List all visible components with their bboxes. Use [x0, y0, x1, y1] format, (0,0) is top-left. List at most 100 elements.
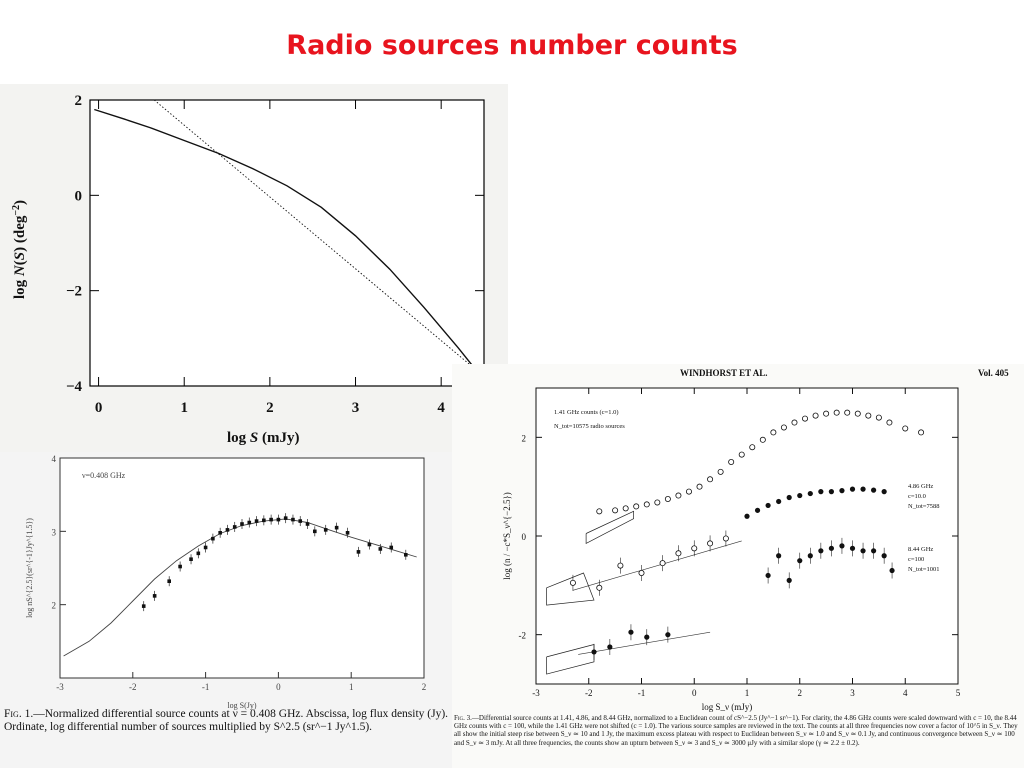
- y-tick-label: 3: [52, 527, 57, 537]
- data-point: [232, 525, 237, 529]
- x-tick-label: 1: [745, 688, 750, 698]
- data-point: [691, 545, 698, 552]
- x-tick-label: -3: [56, 682, 64, 692]
- data-point: [612, 507, 619, 514]
- data-point: [654, 499, 661, 506]
- x-tick-label: 2: [266, 400, 274, 416]
- chart-408mhz: -3 -2 -1 0 1 2 4 3 2 ν=0.408 GHz log S(Jy) log nS^{…: [0, 452, 452, 768]
- data-point: [262, 518, 266, 523]
- data-point: [389, 545, 394, 550]
- model-wedge: [546, 572, 595, 606]
- x-tick-label: 1: [180, 400, 188, 416]
- data-point: [404, 553, 408, 557]
- data-point: [659, 560, 666, 567]
- data-point: [744, 513, 750, 519]
- fig1-label: Fig. 1.: [4, 708, 34, 720]
- fig3-text: —Differential source counts at 1.41, 4.8…: [454, 714, 1018, 747]
- y-axis-label: log nS^{2.5}(sr^{-1}Jy^{1.5}): [25, 518, 34, 618]
- data-point: [849, 545, 856, 551]
- x-tick-label: 0: [276, 682, 281, 692]
- data-point: [776, 553, 782, 559]
- data-point: [617, 562, 624, 569]
- data-point: [167, 579, 171, 583]
- x-tick-label: -1: [202, 682, 210, 692]
- data-point: [889, 567, 895, 574]
- y-tick-label: 2: [75, 93, 83, 109]
- data-point: [871, 548, 877, 554]
- data-point: [802, 415, 809, 422]
- x-tick-label: 3: [352, 400, 360, 416]
- x-axis-label-part: log: [227, 430, 250, 446]
- y-tick-label: 2: [522, 433, 527, 443]
- data-point: [696, 483, 703, 490]
- data-point: [254, 519, 259, 523]
- data-point: [269, 517, 273, 522]
- chart-c-svg: WINDHORST ET AL. Vol. 405 -3 -2 -1 0 1 2 3 4 5 2 0 -2…: [502, 368, 1009, 712]
- data-point: [881, 553, 887, 559]
- x-tick-label: 2: [798, 688, 803, 698]
- data-point: [305, 522, 310, 526]
- y-tick-label: 2: [52, 601, 57, 611]
- data-point: [283, 516, 288, 520]
- data-point: [675, 492, 682, 499]
- data-point: [218, 531, 222, 535]
- y-tick-label: 0: [75, 188, 83, 204]
- data-point: [596, 584, 603, 591]
- data-point: [839, 488, 845, 494]
- data-point: [754, 507, 761, 513]
- data-point: [918, 429, 925, 436]
- data-point: [189, 557, 193, 561]
- data-point: [770, 429, 777, 436]
- y-tick-label: -2: [519, 631, 527, 641]
- legend-844-line: N_tot=1001: [908, 566, 939, 573]
- data-point: [675, 550, 682, 557]
- legend-486-line: c=10.0: [908, 493, 926, 500]
- data-point: [823, 410, 830, 417]
- y-axis-label-part: ): [12, 200, 28, 205]
- data-point: [765, 502, 771, 509]
- data-point: [291, 517, 295, 522]
- data-point: [607, 644, 613, 650]
- data-point: [886, 419, 893, 426]
- x-tick-label: -2: [129, 682, 137, 692]
- data-point: [665, 632, 671, 638]
- data-point: [717, 468, 724, 475]
- fit-line: [578, 631, 711, 655]
- data-point: [664, 495, 671, 502]
- data-point: [596, 508, 603, 515]
- x-tick-label: -3: [532, 688, 540, 698]
- x-axis-label: log S (mJy): [227, 430, 300, 446]
- data-point: [345, 531, 350, 535]
- x-tick-label: 1: [349, 682, 354, 692]
- x-axis-label: log S(Jy): [227, 701, 256, 710]
- chart-b-svg: -3 -2 -1 0 1 2 4 3 2 ν=0.408 GHz log S(Jy) log nS^{…: [25, 454, 427, 710]
- y-tick-label: 4: [52, 454, 57, 464]
- x-tick-label: 0: [692, 688, 697, 698]
- data-point: [759, 436, 766, 443]
- x-tick-label: 5: [956, 688, 961, 698]
- data-point: [749, 444, 756, 451]
- data-point: [776, 498, 782, 505]
- data-point: [871, 487, 877, 493]
- x-tick-label: 4: [437, 400, 445, 416]
- data-point: [786, 494, 792, 501]
- data-point: [628, 629, 634, 635]
- data-point: [833, 409, 840, 416]
- slide-title: Radio sources number counts: [286, 30, 738, 61]
- data-point: [780, 424, 787, 431]
- legend-486-line: N_tot=7588: [908, 503, 939, 510]
- data-point: [685, 488, 692, 495]
- data-point: [276, 517, 281, 522]
- x-tick-label: -2: [585, 688, 593, 698]
- data-point: [791, 419, 798, 426]
- data-point: [367, 542, 372, 547]
- plot-frame: [59, 457, 425, 679]
- data-point: [828, 489, 834, 495]
- x-tick-label: 2: [422, 682, 427, 692]
- data-point: [196, 551, 201, 556]
- data-point: [860, 548, 866, 554]
- y-axis-label: log (n / −c*S_ν^{−2.5}): [502, 492, 512, 580]
- data-point: [225, 528, 230, 532]
- data-point: [247, 520, 252, 525]
